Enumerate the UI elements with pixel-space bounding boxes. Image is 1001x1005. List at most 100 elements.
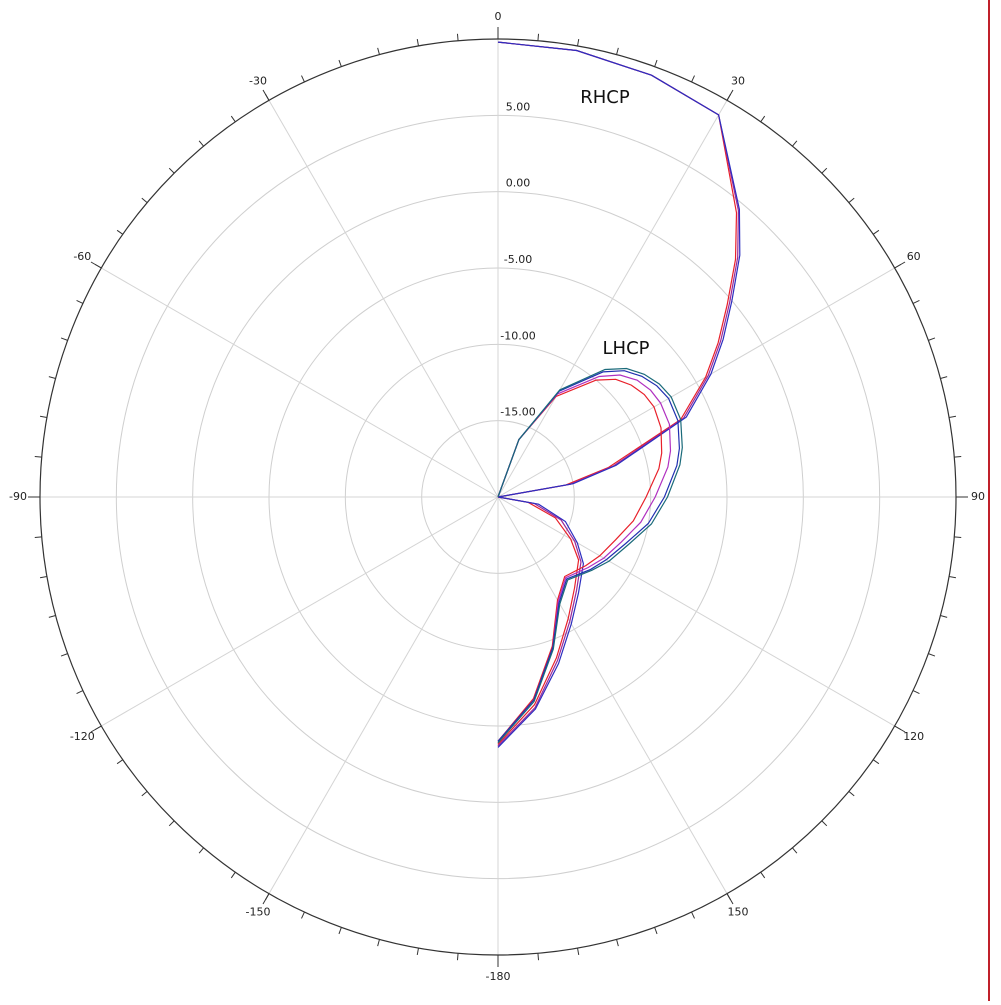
grid-spoke [101,267,499,498]
theta-tick-label: -180 [486,970,511,983]
theta-minor-tick [168,820,175,827]
theta-tick-label: -120 [70,730,95,743]
theta-minor-tick [39,576,48,579]
theta-tick-label: -60 [73,250,91,263]
series-line [497,41,738,745]
theta-minor-tick [954,536,962,539]
theta-minor-tick [116,229,124,235]
theta-minor-tick [456,33,459,41]
theta-minor-tick [301,911,305,919]
grid-spoke [268,100,499,498]
theta-minor-tick [912,690,920,694]
theta-minor-tick [792,847,798,854]
theta-tick-label: 150 [728,906,749,919]
theta-minor-tick [872,229,880,235]
theta-minor-tick [198,847,204,854]
r-tick-label: -15.00 [500,406,535,419]
series-line [497,41,741,748]
grid-spoke [497,267,895,498]
theta-minor-tick [141,197,148,203]
series-line [497,370,681,742]
theta-minor-tick [616,47,619,55]
theta-minor-tick [821,820,828,827]
theta-minor-tick [456,953,459,961]
theta-minor-tick [821,167,828,174]
theta-tick-label: -90 [9,490,27,503]
theta-minor-tick [691,75,695,83]
r-tick-label: -5.00 [504,253,532,266]
theta-minor-tick [301,75,305,83]
theta-minor-tick [654,59,658,67]
theta-minor-tick [948,415,957,418]
theta-minor-tick [848,197,855,203]
series-line [497,378,663,742]
theta-minor-tick [76,690,84,694]
theta-minor-tick [760,871,766,879]
theta-minor-tick [416,38,419,47]
theta-minor-tick [76,300,84,304]
theta-minor-tick [141,791,148,797]
theta-tick-label: 60 [907,250,921,263]
theta-minor-tick [912,300,920,304]
theta-minor-tick [230,871,236,879]
grid-spoke [497,100,728,498]
theta-minor-tick [940,615,948,618]
theta-minor-tick [60,653,68,657]
theta-minor-tick [928,337,936,341]
theta-minor-tick [230,115,236,123]
theta-minor-tick [48,615,56,618]
r-tick-label: -10.00 [500,329,535,342]
theta-minor-tick [577,38,580,47]
series-line [497,374,672,742]
theta-tick-label: 30 [731,74,745,87]
theta-minor-tick [577,947,580,956]
theta-minor-tick [792,140,798,147]
theta-minor-tick [726,94,731,101]
theta-minor-tick [95,725,102,730]
theta-minor-tick [34,536,42,539]
theta-tick-label: -150 [246,906,271,919]
grid-spoke [101,496,499,727]
theta-minor-tick [848,791,855,797]
theta-minor-tick [60,337,68,341]
theta-minor-tick [416,947,419,956]
grid-spoke [497,496,728,894]
theta-tick-label: -30 [249,74,267,87]
theta-minor-tick [954,455,962,458]
theta-minor-tick [95,264,102,269]
grid-spoke [497,496,895,727]
annotation: RHCP [580,87,630,108]
r-tick-label: 5.00 [506,100,531,113]
theta-minor-tick [48,376,56,379]
grid-spoke [268,496,499,894]
theta-minor-tick [377,47,380,55]
theta-minor-tick [265,94,270,101]
theta-minor-tick [265,893,270,900]
theta-minor-tick [726,893,731,900]
theta-minor-tick [198,140,204,147]
r-tick-label: 0.00 [506,177,531,190]
theta-minor-tick [654,927,658,935]
theta-minor-tick [537,953,540,961]
annotation: LHCP [603,338,650,359]
theta-tick-label: 120 [903,730,924,743]
theta-minor-tick [116,759,124,765]
theta-minor-tick [537,33,540,41]
theta-minor-tick [872,759,880,765]
theta-minor-tick [928,653,936,657]
theta-minor-tick [168,167,175,174]
theta-minor-tick [948,576,957,579]
theta-minor-tick [691,911,695,919]
theta-minor-tick [338,59,342,67]
theta-minor-tick [760,115,766,123]
theta-minor-tick [894,264,901,269]
theta-minor-tick [34,455,42,458]
theta-minor-tick [894,725,901,730]
theta-minor-tick [377,939,380,947]
theta-minor-tick [616,939,619,947]
theta-minor-tick [338,927,342,935]
series-line [497,367,683,744]
theta-minor-tick [39,415,48,418]
